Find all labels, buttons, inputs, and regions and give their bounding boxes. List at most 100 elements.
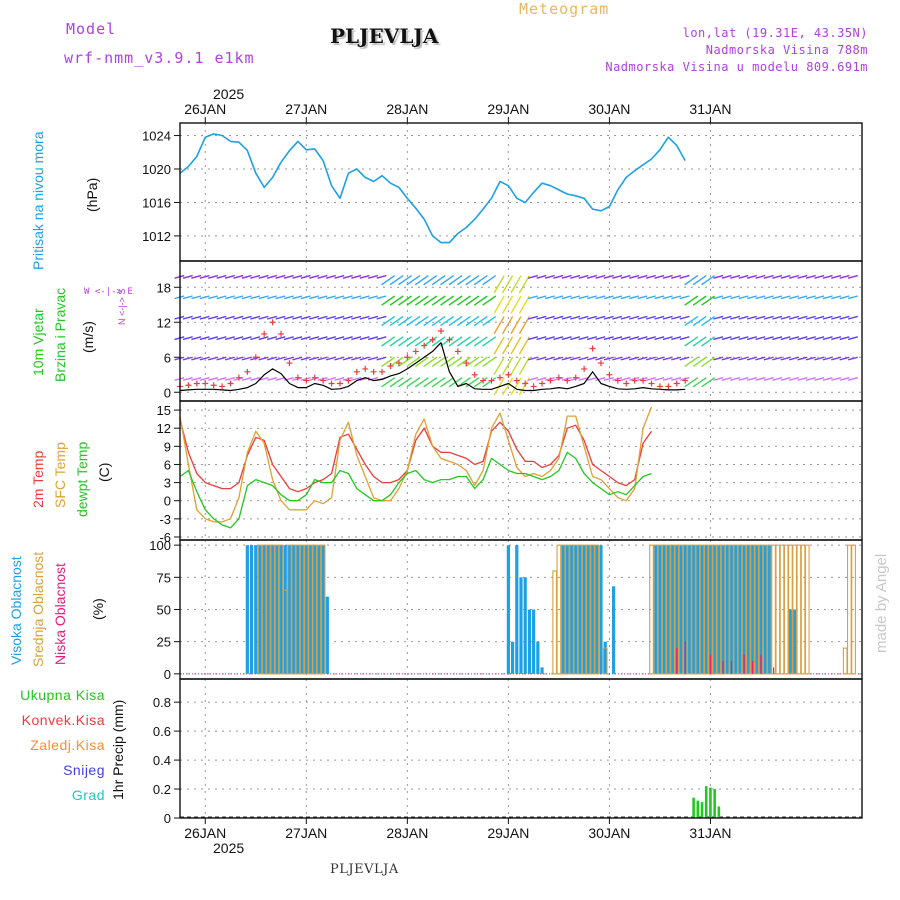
wind-arrow [317, 356, 328, 361]
mid-cloud-bar [762, 544, 768, 675]
x-tick-label-bottom: 28JAN [386, 825, 428, 841]
high-cloud-bar [692, 545, 696, 674]
wind-arrow [654, 274, 665, 279]
wind-arrow [518, 275, 531, 294]
y-tick-label: 3 [164, 476, 171, 491]
wind-arrow [389, 275, 404, 286]
wind-arrow [275, 376, 286, 381]
wind-arrow [440, 295, 455, 306]
wind-arrow [662, 336, 673, 341]
x-tick-label-top: 26JAN [184, 101, 226, 117]
wind-arrow [518, 377, 531, 396]
wind-arrow [465, 336, 480, 347]
wind-gust-point [673, 380, 680, 387]
wind-arrow [250, 376, 261, 381]
wind-arrow [266, 336, 278, 341]
wind-gust-point [488, 377, 495, 384]
wind-arrow [620, 274, 631, 279]
mid-cloud-bar [316, 544, 322, 675]
wind-gust-point [631, 377, 638, 384]
mid-cloud-bar [687, 544, 692, 675]
high-cloud-bar [578, 545, 582, 674]
mid-cloud-bar [695, 544, 701, 675]
wind-arrow [292, 295, 303, 300]
wind-arrow [325, 315, 336, 320]
wind-arrow [342, 315, 353, 320]
wind-arrow [578, 315, 589, 320]
wind-arrow [473, 356, 488, 368]
x-tick-label-bottom: 26JAN [184, 825, 226, 841]
page-title: PLJEVLJA [330, 24, 439, 48]
wind-arrow [721, 295, 732, 300]
wind-arrow [465, 356, 480, 368]
wind-gust-point [505, 371, 512, 378]
high-cloud-bar [569, 545, 574, 674]
wind-arrow [746, 376, 757, 381]
wind-arrow [351, 376, 362, 381]
high-cloud-bar [313, 545, 317, 674]
wind-arrow [679, 336, 690, 341]
mid-cloud-bar [602, 647, 608, 675]
wind-arrow [805, 376, 816, 381]
y-tick-label: 1024 [142, 129, 171, 144]
wind-arrow [482, 315, 497, 327]
wind-gust-point [362, 365, 369, 372]
high-cloud-bar [245, 545, 249, 674]
mid-cloud-bar [699, 544, 705, 675]
wind-arrow [406, 356, 421, 368]
wind-arrow [381, 377, 396, 388]
wind-arrow [544, 295, 555, 300]
wind-arrow [561, 295, 572, 300]
wind-arrow [241, 295, 252, 300]
wind-arrow [191, 356, 202, 361]
wind-gust-point [555, 374, 562, 381]
x-tick-label-top: 29JAN [487, 101, 529, 117]
wind-arrow [586, 356, 597, 361]
mid-cloud-bar [800, 544, 806, 675]
wind-arrow [510, 336, 522, 355]
high-cloud-bar [292, 545, 296, 674]
mid-cloud-bar [278, 544, 284, 675]
mid-cloud-bar [594, 544, 600, 675]
wind-arrow [182, 274, 193, 279]
wind-arrow [275, 295, 286, 300]
wind-arrow [839, 336, 850, 341]
mid-cloud-bar [560, 544, 566, 675]
wind-arrow [586, 295, 597, 300]
wind-arrow [250, 315, 261, 320]
wind-arrow [847, 376, 858, 381]
wind-arrow [389, 336, 404, 347]
high-cloud-bar [729, 545, 734, 674]
high-cloud-bar [750, 545, 755, 674]
wind-arrow [746, 315, 757, 320]
mid-cloud-bar [573, 544, 579, 675]
wind-arrow [368, 336, 379, 341]
wind-legend-horizontal: W <-|-> E [84, 287, 133, 297]
wind-arrow [738, 376, 749, 381]
wind-arrow [831, 356, 842, 361]
wind-arrow [721, 274, 732, 279]
wind-arrow [414, 315, 429, 327]
wind-arrow [772, 376, 783, 381]
wind-arrow [414, 295, 429, 306]
wind-arrow [679, 356, 690, 361]
year-bottom: 2025 [213, 840, 245, 856]
wind-arrow [351, 274, 362, 279]
wind-arrow [275, 336, 286, 341]
y-tick-label: 50 [157, 603, 171, 618]
wind-arrow [414, 275, 429, 286]
wind-arrow [620, 295, 631, 300]
wind-arrow [701, 336, 716, 347]
precip-bar [713, 789, 716, 818]
wind-arrow [692, 295, 707, 306]
wind-arrow [561, 315, 572, 320]
lonlat-label: lon,lat (19.31E, 43.35N) [682, 26, 868, 40]
high-cloud-bar [734, 545, 738, 674]
wind-arrow [738, 356, 749, 361]
wind-arrow [763, 315, 774, 320]
wind-arrow [381, 356, 396, 368]
wind-arrow [199, 356, 210, 361]
wind-arrow [721, 356, 732, 361]
wind-arrow [847, 315, 858, 320]
wind-arrow [701, 275, 716, 286]
